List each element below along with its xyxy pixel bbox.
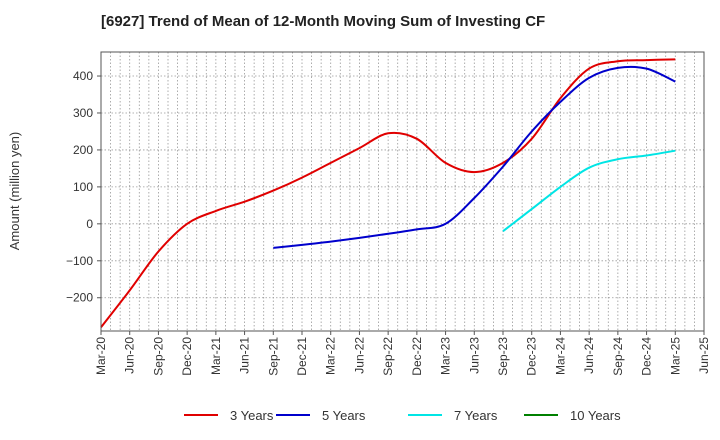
x-tick-label: Mar-23	[439, 337, 453, 375]
legend-item-7-years: 7 Years	[408, 405, 497, 425]
grid-lines	[101, 52, 704, 331]
y-tick-label: 300	[73, 106, 93, 120]
plot-border	[100, 51, 705, 332]
plot-area	[101, 52, 704, 331]
y-tick-label: 100	[73, 180, 93, 194]
x-tick-label: Jun-22	[352, 337, 366, 374]
x-tick-label: Jun-25	[697, 337, 711, 374]
series-layer	[100, 58, 676, 328]
legend-label: 3 Years	[230, 407, 274, 423]
legend-swatch	[184, 414, 218, 416]
series-line-5-years	[273, 65, 676, 249]
legend: 3 Years 5 Years 7 Years 10 Years	[0, 405, 720, 425]
legend-label: 10 Years	[570, 407, 621, 423]
legend-swatch	[408, 414, 442, 416]
x-tick-label: Sep-21	[266, 337, 280, 376]
legend-item-10-years: 10 Years	[524, 405, 621, 425]
chart-title: [6927] Trend of Mean of 12-Month Moving …	[101, 13, 546, 30]
x-tick-label: Mar-21	[209, 337, 223, 375]
x-tick-label: Dec-21	[295, 337, 309, 376]
x-tick-label: Jun-24	[582, 337, 596, 374]
y-tick-label: 200	[73, 143, 93, 157]
x-axis-ticks: Mar-20 Jun-20 Sep-20 Dec-20 Mar-21 Jun-21 Sep-…	[94, 331, 711, 376]
legend-item-5-years: 5 Years	[276, 405, 365, 425]
legend-label: 5 Years	[322, 407, 366, 423]
y-tick-label: 400	[73, 69, 93, 83]
legend-swatch	[276, 414, 310, 416]
x-tick-label: Mar-22	[324, 337, 338, 375]
x-tick-label: Jun-21	[238, 337, 252, 374]
legend-swatch	[524, 414, 558, 416]
x-tick-label: Dec-24	[640, 337, 654, 376]
legend-item-3-years: 3 Years	[184, 405, 273, 425]
x-tick-label: Jun-20	[123, 337, 137, 374]
x-tick-label: Dec-22	[410, 337, 424, 376]
series-line-3-years	[100, 58, 676, 328]
x-tick-label: Dec-23	[525, 337, 539, 376]
x-tick-label: Sep-23	[496, 337, 510, 376]
y-tick-label: −100	[66, 254, 93, 268]
x-tick-label: Mar-25	[668, 337, 682, 375]
series-line-7-years	[502, 149, 676, 232]
y-axis-ticks: −200 −100 0 100 200 300 400	[66, 69, 101, 305]
x-tick-label: Sep-20	[151, 337, 165, 376]
x-tick-label: Sep-22	[381, 337, 395, 376]
y-tick-label: −200	[66, 291, 93, 305]
x-tick-label: Mar-24	[553, 337, 567, 375]
x-tick-label: Sep-24	[611, 337, 625, 376]
y-tick-label: 0	[86, 217, 93, 231]
x-tick-label: Mar-20	[94, 337, 108, 375]
x-tick-label: Dec-20	[180, 337, 194, 376]
legend-label: 7 Years	[454, 407, 498, 423]
y-axis-label: Amount (million yen)	[7, 132, 22, 251]
x-tick-label: Jun-23	[467, 337, 481, 374]
